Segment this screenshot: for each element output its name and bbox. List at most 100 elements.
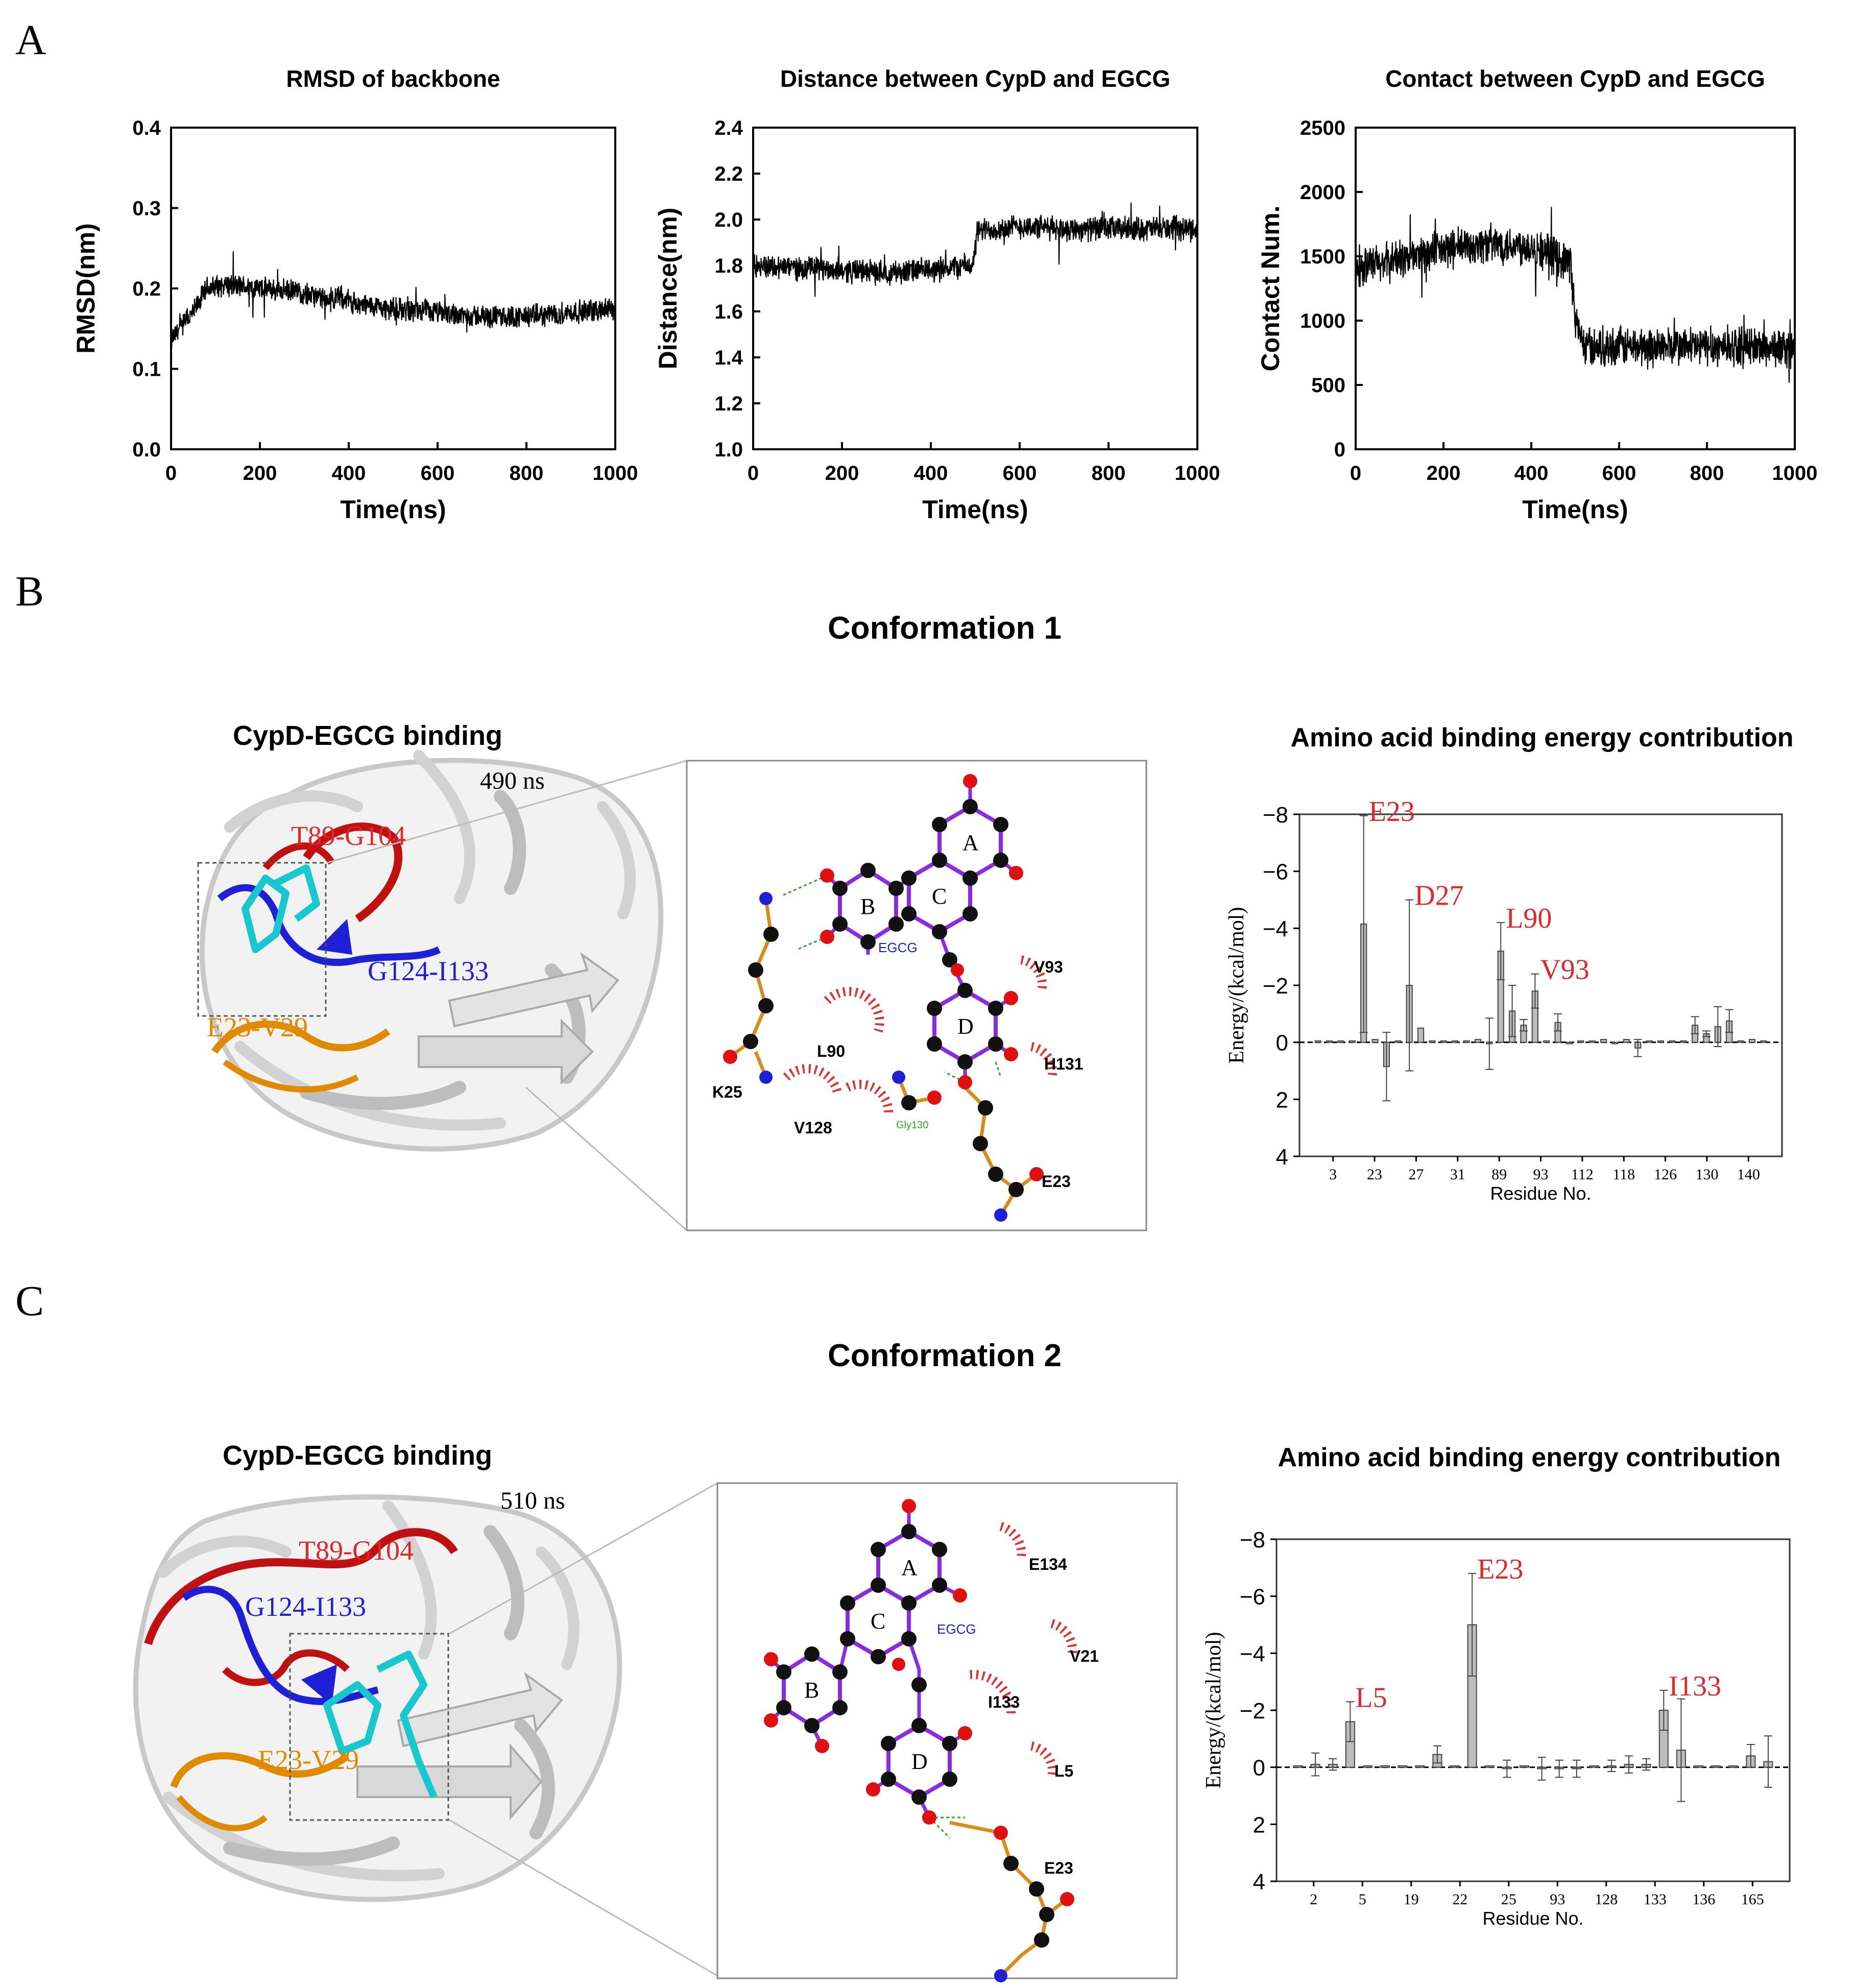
energy1-xtick-label: 27 [1408, 1166, 1424, 1183]
energy1-xtick-label: 31 [1450, 1166, 1465, 1183]
distance-ytick-label: 1.0 [714, 439, 743, 461]
energy1-xtick-label: 130 [1695, 1166, 1718, 1183]
energy2-bar [1519, 1765, 1529, 1768]
structure-1-blue-label: G124-I133 [368, 956, 489, 986]
ring-label-c-2: C [871, 1609, 885, 1634]
energy1-bar [1566, 1041, 1573, 1045]
distance-ytick-label: 2.4 [714, 117, 743, 139]
contact-ytick-label: 2500 [1300, 117, 1345, 139]
distance-plot-frame [752, 127, 1198, 450]
contact-xtick-label: 600 [1602, 462, 1636, 484]
energy1-annotation-v93: V93 [1540, 954, 1589, 986]
distance-ylabel: Distance(nm) [654, 208, 682, 370]
distance-xtick-label: 600 [1003, 462, 1037, 484]
energy1-bar [1474, 1039, 1482, 1043]
rmsd-ytick-label: 0.0 [132, 439, 161, 461]
distance-ytick-label: 1.8 [714, 255, 743, 277]
panel-letter-a: A [15, 16, 46, 64]
residue-k25-1: K25 [712, 1083, 742, 1101]
ring-label-d-2: D [911, 1749, 928, 1774]
protein-structure-1: T89-G104 G124-I133 E23-V29 490 ns [197, 750, 687, 1231]
energy1-ytick-label: −6 [1263, 860, 1288, 885]
ring-label-b-2: B [804, 1678, 819, 1703]
residue-i133-2: I133 [988, 1693, 1020, 1711]
energy2-ytick-label: 2 [1253, 1812, 1265, 1837]
ring-label-c-1: C [932, 884, 947, 909]
energy1-ytick-label: −4 [1263, 916, 1288, 941]
energy1-xtick-label: 118 [1612, 1166, 1635, 1183]
ring-label-a-1: A [962, 830, 979, 855]
rmsd-ytick-label: 0.2 [132, 278, 161, 300]
energy2-ytick-label: −8 [1240, 1528, 1265, 1553]
contact-series-line [1355, 207, 1796, 383]
time-label-490: 490 ns [480, 767, 545, 794]
energy1-bar [1657, 1040, 1665, 1043]
energy1-xtick-label: 112 [1571, 1166, 1594, 1183]
energy1-annotation-d27: D27 [1414, 880, 1463, 912]
ligplot-2: A C B D EGCG E134 V21 I133 L5 E23 [716, 1482, 1178, 1982]
energy1-bar [1452, 1040, 1459, 1043]
energy1-xtick-label: 23 [1367, 1166, 1382, 1183]
energy1-bar [1326, 1040, 1333, 1043]
ring-label-a-2: A [901, 1555, 918, 1580]
binding-title-1: CypD-EGCG binding [233, 720, 502, 751]
structure-1-orange-label: E23-V29 [207, 1012, 308, 1043]
structure-2-red-label: T89-G104 [299, 1535, 414, 1566]
energy1-bar [1588, 1040, 1596, 1043]
energy1-bar [1737, 1040, 1744, 1043]
residue-e23-1: E23 [1042, 1172, 1071, 1191]
distance-xlabel: Time(ns) [922, 495, 1028, 524]
structure-1-red-label: T89-G104 [291, 820, 406, 851]
energy2-xtick-label: 165 [1741, 1891, 1764, 1908]
energy1-bar [1600, 1039, 1607, 1043]
energy2-plot-frame [1275, 1538, 1791, 1882]
energy2-annotation-i133: I133 [1669, 1670, 1721, 1702]
rmsd-title: RMSD of backbone [286, 65, 500, 92]
energy2-xtick-label: 2 [1310, 1891, 1317, 1908]
contact-chart: Contact between CypD and EGCG 0 200 400 600 8… [1256, 65, 1817, 524]
energy2-xtick-label: 19 [1404, 1891, 1419, 1908]
contact-xtick-label: 200 [1427, 462, 1461, 484]
energy2-ytick-label: −4 [1240, 1641, 1265, 1666]
energy2-annotation-l5: L5 [1355, 1682, 1387, 1713]
energy1-plot-frame [1298, 813, 1783, 1157]
energy1-ytick-label: −8 [1263, 803, 1288, 828]
contact-ytick-label: 1000 [1300, 310, 1345, 332]
energy-chart-1: −8 −6 −4 −2 0 2 4 3 23 27 31 89 93 112 118 126 130 140 Res… [1225, 796, 1783, 1204]
rmsd-xtick-label: 200 [243, 462, 277, 484]
energy1-bar [1577, 1040, 1584, 1043]
contact-xlabel: Time(ns) [1522, 495, 1628, 524]
energy2-bar [1484, 1765, 1495, 1768]
distance-xtick-label: 200 [825, 462, 859, 484]
contact-xtick-label: 1000 [1772, 462, 1818, 484]
energy1-ytick-label: 4 [1276, 1145, 1288, 1170]
panel-letter-c: C [15, 1277, 44, 1325]
energy2-ytick-label: −2 [1240, 1699, 1265, 1724]
conformation-2-title: Conformation 2 [827, 1338, 1062, 1373]
energy2-xtick-label: 5 [1359, 1891, 1366, 1908]
energy1-bar [1680, 1040, 1687, 1043]
energy1-ytick-label: −2 [1263, 974, 1288, 999]
rmsd-xtick-label: 400 [332, 462, 366, 484]
energy-title-2: Amino acid binding energy contribution [1278, 1443, 1781, 1472]
energy2-bar [1415, 1765, 1425, 1768]
contact-title: Contact between CypD and EGCG [1385, 65, 1765, 92]
contact-ytick-label: 500 [1311, 374, 1345, 397]
energy2-bar [1693, 1765, 1704, 1768]
energy2-xtick-label: 133 [1644, 1891, 1667, 1908]
residue-l5-2: L5 [1054, 1762, 1073, 1780]
energy2-bar [1362, 1765, 1373, 1768]
rmsd-xtick-label: 1000 [593, 462, 638, 484]
contact-xtick-label: 400 [1514, 462, 1549, 484]
energy1-bar [1314, 1040, 1321, 1043]
energy2-bar [1450, 1765, 1460, 1768]
energy1-xtick-label: 93 [1533, 1166, 1549, 1183]
energy2-xtick-label: 136 [1692, 1891, 1715, 1908]
energy1-bar [1337, 1040, 1344, 1043]
structure-2-orange-label: E23-V29 [258, 1744, 359, 1775]
contact-ylabel: Contact Num. [1256, 206, 1285, 372]
energy1-bar [1440, 1040, 1447, 1043]
time-label-510: 510 ns [500, 1487, 565, 1514]
energy1-ylabel: Energy/(kcal/mol) [1225, 907, 1248, 1063]
